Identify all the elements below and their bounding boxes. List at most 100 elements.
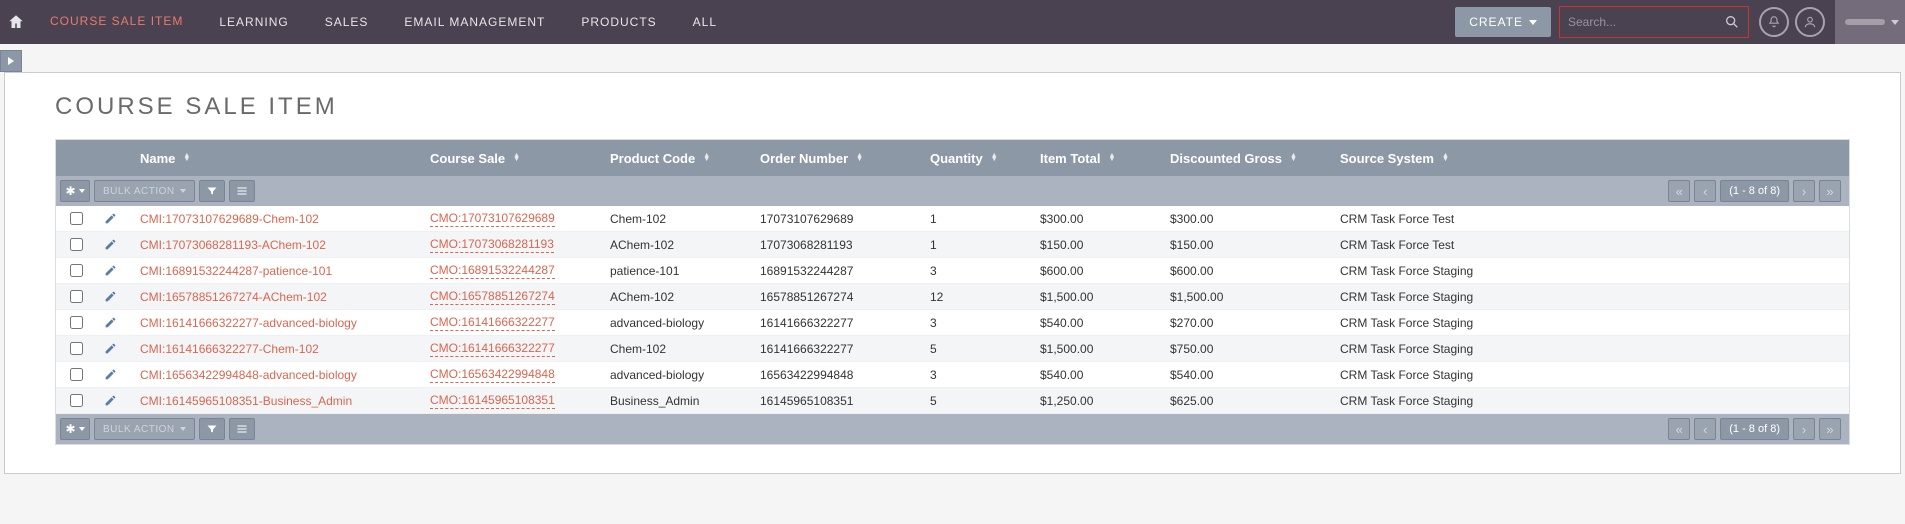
name-link[interactable]: CMI:16563422994848-advanced-biology (140, 368, 357, 382)
next-page-button[interactable]: › (1793, 180, 1815, 202)
filter-button[interactable] (199, 418, 225, 440)
row-checkbox[interactable] (70, 212, 83, 225)
course-sale-link[interactable]: CMO:16563422994848 (430, 367, 555, 383)
col-discounted-gross[interactable]: Discounted Gross (1162, 151, 1332, 166)
row-checkbox[interactable] (70, 290, 83, 303)
search-input[interactable] (1568, 15, 1724, 29)
name-link[interactable]: CMI:16145965108351-Business_Admin (140, 394, 352, 408)
col-source-system[interactable]: Source System (1332, 151, 1849, 166)
col-name[interactable]: Name (132, 151, 422, 166)
name-link[interactable]: CMI:16578851267274-AChem-102 (140, 290, 327, 304)
discounted-gross: $540.00 (1162, 368, 1332, 382)
row-checkbox[interactable] (70, 394, 83, 407)
profile-icon[interactable] (1795, 7, 1825, 37)
search-icon[interactable] (1724, 14, 1740, 30)
table-row: CMI:16563422994848-advanced-biology CMO:1… (56, 362, 1849, 388)
search-box[interactable] (1559, 6, 1749, 38)
col-quantity[interactable]: Quantity (922, 151, 1032, 166)
table-row: CMI:16891532244287-patience-101 CMO:16891… (56, 258, 1849, 284)
name-link[interactable]: CMI:16141666322277-Chem-102 (140, 342, 319, 356)
row-checkbox[interactable] (70, 264, 83, 277)
product-code: AChem-102 (602, 290, 752, 304)
next-page-button[interactable]: › (1793, 418, 1815, 440)
item-total: $600.00 (1032, 264, 1162, 278)
sort-icon[interactable] (183, 154, 190, 162)
nav-item-products[interactable]: PRODUCTS (563, 0, 674, 44)
bulk-action-button[interactable]: BULK ACTION (94, 418, 195, 440)
edit-icon[interactable] (96, 290, 132, 303)
course-sale-link[interactable]: CMO:16141666322277 (430, 341, 555, 357)
columns-button[interactable] (229, 418, 255, 440)
quantity: 5 (922, 342, 1032, 356)
edit-icon[interactable] (96, 238, 132, 251)
edit-icon[interactable] (96, 212, 132, 225)
last-page-button[interactable]: » (1819, 418, 1841, 440)
bulk-action-button[interactable]: BULK ACTION (94, 180, 195, 202)
col-order-number[interactable]: Order Number (752, 151, 922, 166)
sort-icon[interactable] (703, 154, 710, 162)
first-page-button[interactable]: « (1668, 180, 1690, 202)
name-link[interactable]: CMI:17073068281193-AChem-102 (140, 238, 326, 252)
course-sale-link[interactable]: CMO:17073107629689 (430, 211, 555, 227)
name-link[interactable]: CMI:17073107629689-Chem-102 (140, 212, 319, 226)
edit-icon[interactable] (96, 368, 132, 381)
course-sale-link[interactable]: CMO:16145965108351 (430, 393, 555, 409)
sort-icon[interactable] (1290, 154, 1297, 162)
col-item-total[interactable]: Item Total (1032, 151, 1162, 166)
first-page-button[interactable]: « (1668, 418, 1690, 440)
settings-button[interactable]: ✱ (60, 418, 90, 440)
filter-button[interactable] (199, 180, 225, 202)
course-sale-link[interactable]: CMO:16141666322277 (430, 315, 555, 331)
sort-icon[interactable] (1442, 154, 1449, 162)
nav-item-all[interactable]: ALL (675, 0, 735, 44)
sort-icon[interactable] (1108, 154, 1115, 162)
order-number: 17073068281193 (752, 238, 922, 252)
sort-icon[interactable] (991, 154, 998, 162)
item-total: $1,250.00 (1032, 394, 1162, 408)
expand-panel-icon[interactable] (0, 50, 22, 72)
sort-icon[interactable] (856, 154, 863, 162)
nav-item-email-management[interactable]: EMAIL MANAGEMENT (386, 0, 563, 44)
item-total: $1,500.00 (1032, 290, 1162, 304)
home-icon[interactable] (0, 0, 32, 44)
prev-page-button[interactable]: ‹ (1694, 180, 1716, 202)
nav-item-learning[interactable]: LEARNING (201, 0, 306, 44)
table-row: CMI:16141666322277-advanced-biology CMO:1… (56, 310, 1849, 336)
page-title: COURSE SALE ITEM (15, 79, 1890, 139)
name-link[interactable]: CMI:16891532244287-patience-101 (140, 264, 332, 278)
product-code: advanced-biology (602, 316, 752, 330)
row-checkbox[interactable] (70, 342, 83, 355)
data-table: Name Course Sale Product Code Order Numb… (55, 139, 1850, 445)
settings-button[interactable]: ✱ (60, 180, 90, 202)
col-course-sale[interactable]: Course Sale (422, 151, 602, 166)
course-sale-link[interactable]: CMO:16891532244287 (430, 263, 555, 279)
name-link[interactable]: CMI:16141666322277-advanced-biology (140, 316, 357, 330)
gear-icon: ✱ (65, 422, 75, 436)
row-checkbox[interactable] (70, 316, 83, 329)
col-product-code[interactable]: Product Code (602, 151, 752, 166)
user-menu[interactable] (1835, 0, 1905, 44)
row-checkbox[interactable] (70, 238, 83, 251)
notifications-icon[interactable] (1759, 7, 1789, 37)
last-page-button[interactable]: » (1819, 180, 1841, 202)
edit-icon[interactable] (96, 264, 132, 277)
sort-icon[interactable] (513, 154, 520, 162)
source-system: CRM Task Force Staging (1332, 394, 1849, 408)
nav-item-course-sale-item[interactable]: COURSE SALE ITEM (32, 0, 201, 41)
course-sale-link[interactable]: CMO:17073068281193 (430, 237, 554, 253)
row-checkbox[interactable] (70, 368, 83, 381)
product-code: patience-101 (602, 264, 752, 278)
discounted-gross: $750.00 (1162, 342, 1332, 356)
table-row: CMI:16141666322277-Chem-102 CMO:161416663… (56, 336, 1849, 362)
prev-page-button[interactable]: ‹ (1694, 418, 1716, 440)
create-button[interactable]: CREATE (1455, 7, 1551, 37)
edit-icon[interactable] (96, 316, 132, 329)
columns-button[interactable] (229, 180, 255, 202)
edit-icon[interactable] (96, 342, 132, 355)
discounted-gross: $625.00 (1162, 394, 1332, 408)
course-sale-link[interactable]: CMO:16578851267274 (430, 289, 555, 305)
nav-item-sales[interactable]: SALES (307, 0, 387, 44)
order-number: 16141666322277 (752, 342, 922, 356)
edit-icon[interactable] (96, 394, 132, 407)
table-header: Name Course Sale Product Code Order Numb… (56, 140, 1849, 176)
